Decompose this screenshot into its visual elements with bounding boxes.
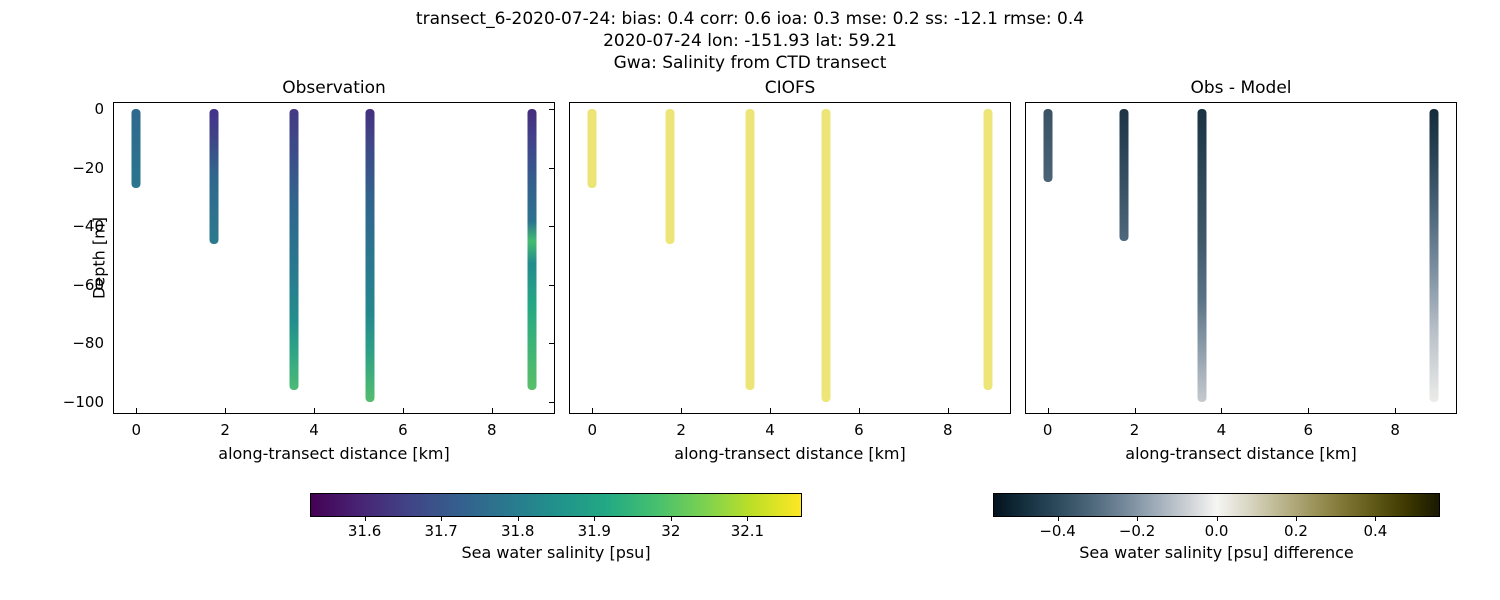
colorbar: −0.4−0.20.00.20.4: [993, 493, 1440, 517]
profile-bar: [1271, 109, 1280, 401]
xtick-label: 4: [1217, 413, 1227, 439]
profile-bar: [290, 109, 299, 390]
profile-bar: [527, 109, 536, 390]
profile-bar: [588, 109, 597, 188]
profile-bar: [746, 109, 755, 390]
colorbars-row: 31.631.731.831.93232.1 Sea water salinity…: [0, 463, 1500, 562]
xtick-label: 2: [676, 413, 686, 439]
suptitle-line2: 2020-07-24 lon: -151.93 lat: 59.21: [0, 30, 1500, 52]
profile-bar: [666, 109, 675, 244]
xtick-label: 0: [1043, 413, 1053, 439]
ytick-label: 0: [94, 100, 114, 118]
profile-bar: [365, 109, 374, 401]
suptitle-line3: Gwa: Salinity from CTD transect: [0, 52, 1500, 74]
xtick-label: 8: [943, 413, 953, 439]
profile-bar: [1430, 109, 1439, 401]
ytick-label: −40: [72, 217, 114, 235]
xtick-label: 4: [765, 413, 775, 439]
profile-bar: [132, 109, 141, 188]
xtick-label: 8: [1390, 413, 1400, 439]
x-axis-label: along-transect distance [km]: [1025, 444, 1457, 463]
x-axis-label: along-transect distance [km]: [113, 444, 555, 463]
xtick-label: 6: [398, 413, 408, 439]
xtick-label: 0: [131, 413, 141, 439]
panel-title: Obs - Model: [1025, 78, 1457, 98]
xtick-label: 6: [854, 413, 864, 439]
plot-area: 02468: [1025, 102, 1457, 414]
profile-bar: [1119, 109, 1128, 241]
plot-area: 02468: [569, 102, 1011, 414]
ytick-label: −60: [72, 276, 114, 294]
figure-suptitle: transect_6-2020-07-24: bias: 0.4 corr: 0…: [0, 0, 1500, 74]
panel-1: CIOFS02468along-transect distance [km]: [569, 78, 1011, 463]
x-axis-label: along-transect distance [km]: [569, 444, 1011, 463]
profile-bar: [821, 109, 830, 401]
xtick-label: 2: [220, 413, 230, 439]
ytick-label: −20: [72, 159, 114, 177]
xtick-label: 6: [1304, 413, 1314, 439]
xtick-label: 2: [1130, 413, 1140, 439]
profile-bar: [1043, 109, 1052, 182]
ytick-label: −80: [72, 334, 114, 352]
colorbar: 31.631.731.831.93232.1: [310, 493, 802, 517]
panel-title: Observation: [113, 78, 555, 98]
profile-bar: [1197, 109, 1206, 401]
profile-bar: [983, 109, 992, 390]
panels-row: Observation Depth [m]0−20−40−60−80−100024…: [0, 78, 1500, 463]
suptitle-line1: transect_6-2020-07-24: bias: 0.4 corr: 0…: [0, 8, 1500, 30]
panel-0: Observation Depth [m]0−20−40−60−80−100024…: [113, 78, 555, 463]
xtick-label: 8: [487, 413, 497, 439]
plot-area: Depth [m]0−20−40−60−80−10002468: [113, 102, 555, 414]
colorbar-diff: −0.4−0.20.00.20.4 Sea water salinity [psu…: [993, 493, 1440, 562]
profile-bar: [210, 109, 219, 244]
panel-title: CIOFS: [569, 78, 1011, 98]
colorbar-main: 31.631.731.831.93232.1 Sea water salinity…: [310, 493, 802, 562]
xtick-label: 0: [587, 413, 597, 439]
xtick-label: 4: [309, 413, 319, 439]
ytick-label: −100: [63, 393, 114, 411]
colorbar-label: Sea water salinity [psu] difference: [993, 543, 1440, 562]
panel-2: Obs - Model02468along-transect distance …: [1025, 78, 1457, 463]
colorbar-label: Sea water salinity [psu]: [310, 543, 802, 562]
